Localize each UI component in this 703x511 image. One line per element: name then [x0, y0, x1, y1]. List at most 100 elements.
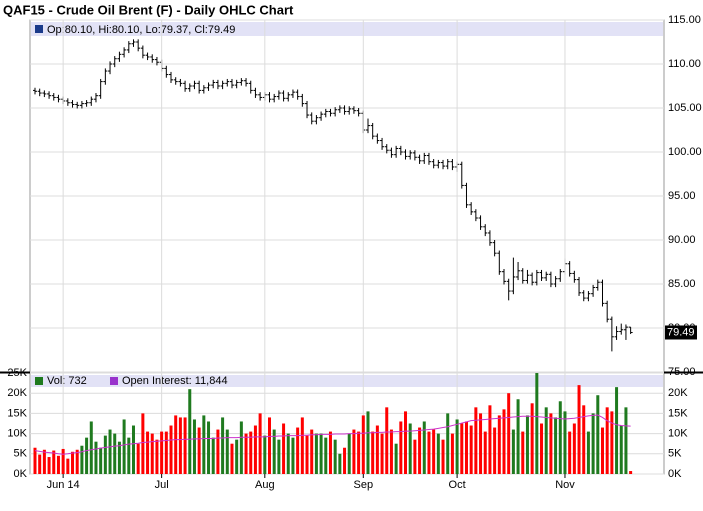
- volume-bar: [629, 471, 633, 474]
- volume-bar: [441, 439, 445, 474]
- volume-bar: [89, 421, 93, 474]
- volume-bar: [136, 443, 140, 474]
- volume-bar: [117, 441, 121, 474]
- y2-tick-label: 0K: [668, 468, 682, 480]
- volume-bar: [272, 429, 276, 474]
- volume-bar: [558, 401, 562, 474]
- y2-tick-label: 10K: [668, 428, 688, 440]
- volume-bar: [56, 455, 60, 474]
- volume-bar: [507, 393, 511, 474]
- volume-bar: [586, 431, 590, 474]
- chart-title: QAF15 - Crude Oil Brent (F) - Daily OHLC…: [3, 2, 294, 17]
- oi-legend-swatch: [110, 377, 118, 385]
- volume-bar: [582, 405, 586, 474]
- volume-bar: [103, 435, 107, 474]
- volume-bar: [188, 389, 192, 474]
- x-tick-label: Jun 14: [47, 479, 80, 491]
- volume-bar: [239, 421, 243, 474]
- oi-legend: Open Interest: 11,844: [122, 375, 228, 387]
- volume-legend-swatch: [35, 377, 43, 385]
- y2-tick-label: 15K: [668, 407, 688, 419]
- volume-bar: [113, 433, 117, 474]
- volume-legend: Vol: 732: [47, 375, 87, 387]
- volume-bar: [479, 413, 483, 474]
- volume-bar: [385, 407, 389, 474]
- volume-bar: [516, 399, 520, 474]
- volume-bar: [408, 423, 412, 474]
- volume-bar: [183, 417, 187, 474]
- volume-bar: [94, 441, 98, 474]
- volume-bar: [216, 429, 220, 474]
- volume-bar: [244, 433, 248, 474]
- ohlc-info: Op:80.10, Hi:80.10, Lo:79.37, Cl:79.49: [47, 24, 235, 36]
- volume-bar: [282, 423, 286, 474]
- volume-bar: [286, 433, 290, 474]
- volume-bar: [38, 454, 42, 474]
- volume-bar: [71, 451, 75, 474]
- volume-bar: [207, 421, 211, 474]
- volume-bar: [619, 425, 623, 474]
- volume-bar: [399, 421, 403, 474]
- info-icon: [35, 25, 43, 33]
- volume-bar: [122, 419, 126, 474]
- x-tick-label: Oct: [449, 479, 466, 491]
- volume-bar: [432, 429, 436, 474]
- volume-bar: [202, 415, 206, 474]
- volume-bar: [160, 431, 164, 474]
- volume-bar: [197, 427, 201, 474]
- volume-bar: [460, 423, 464, 474]
- volume-bar: [446, 413, 450, 474]
- volume-bar: [108, 429, 112, 474]
- volume-bar: [33, 447, 37, 474]
- y-tick-label: 5K: [14, 448, 28, 460]
- x-tick-label: Sep: [354, 479, 374, 491]
- info-bar: [31, 22, 663, 36]
- last-price-tag: [665, 325, 697, 340]
- volume-bar: [544, 407, 548, 474]
- volume-bar: [389, 429, 393, 474]
- volume-bar: [418, 427, 422, 474]
- y-tick-label: 115.00: [668, 14, 701, 26]
- volume-bar: [361, 415, 365, 474]
- volume-bar: [521, 431, 525, 474]
- volume-bar: [328, 431, 332, 474]
- y-tick-label: 10K: [7, 428, 27, 440]
- volume-bar: [404, 411, 408, 474]
- volume-bar: [235, 439, 239, 474]
- volume-bar: [127, 437, 131, 474]
- y-tick-label: 105.00: [668, 102, 702, 114]
- marks-layer: [30, 19, 664, 475]
- volume-bar: [42, 449, 46, 474]
- volume-bar: [450, 433, 454, 474]
- volume-bar: [483, 431, 487, 474]
- volume-bar: [211, 437, 215, 474]
- volume-bar: [169, 425, 173, 474]
- volume-bar: [568, 431, 572, 474]
- volume-bar: [591, 413, 595, 474]
- y2-tick-label: 20K: [668, 387, 688, 399]
- volume-bar: [253, 425, 257, 474]
- volume-bar: [174, 415, 178, 474]
- volume-bar: [511, 429, 515, 474]
- volume-bar: [80, 445, 84, 474]
- volume-bar: [99, 447, 103, 474]
- volume-bar: [427, 431, 431, 474]
- volume-bar: [549, 413, 553, 474]
- volume-bar: [394, 443, 398, 474]
- volume-bar: [155, 439, 159, 474]
- volume-bar: [47, 457, 51, 474]
- volume-bar: [66, 458, 70, 474]
- volume-bar: [530, 403, 534, 474]
- volume-bar: [596, 395, 600, 474]
- volume-bar: [493, 427, 497, 474]
- volume-bar: [563, 411, 567, 474]
- volume-bar: [300, 417, 304, 474]
- y-tick-label: 110.00: [668, 58, 701, 70]
- volume-bar: [525, 415, 529, 474]
- volume-bar: [577, 385, 581, 474]
- volume-bar: [347, 433, 351, 474]
- volume-bar: [85, 437, 89, 474]
- volume-bar: [338, 453, 342, 474]
- y-tick-label: 100.00: [668, 146, 702, 158]
- volume-bar: [422, 421, 426, 474]
